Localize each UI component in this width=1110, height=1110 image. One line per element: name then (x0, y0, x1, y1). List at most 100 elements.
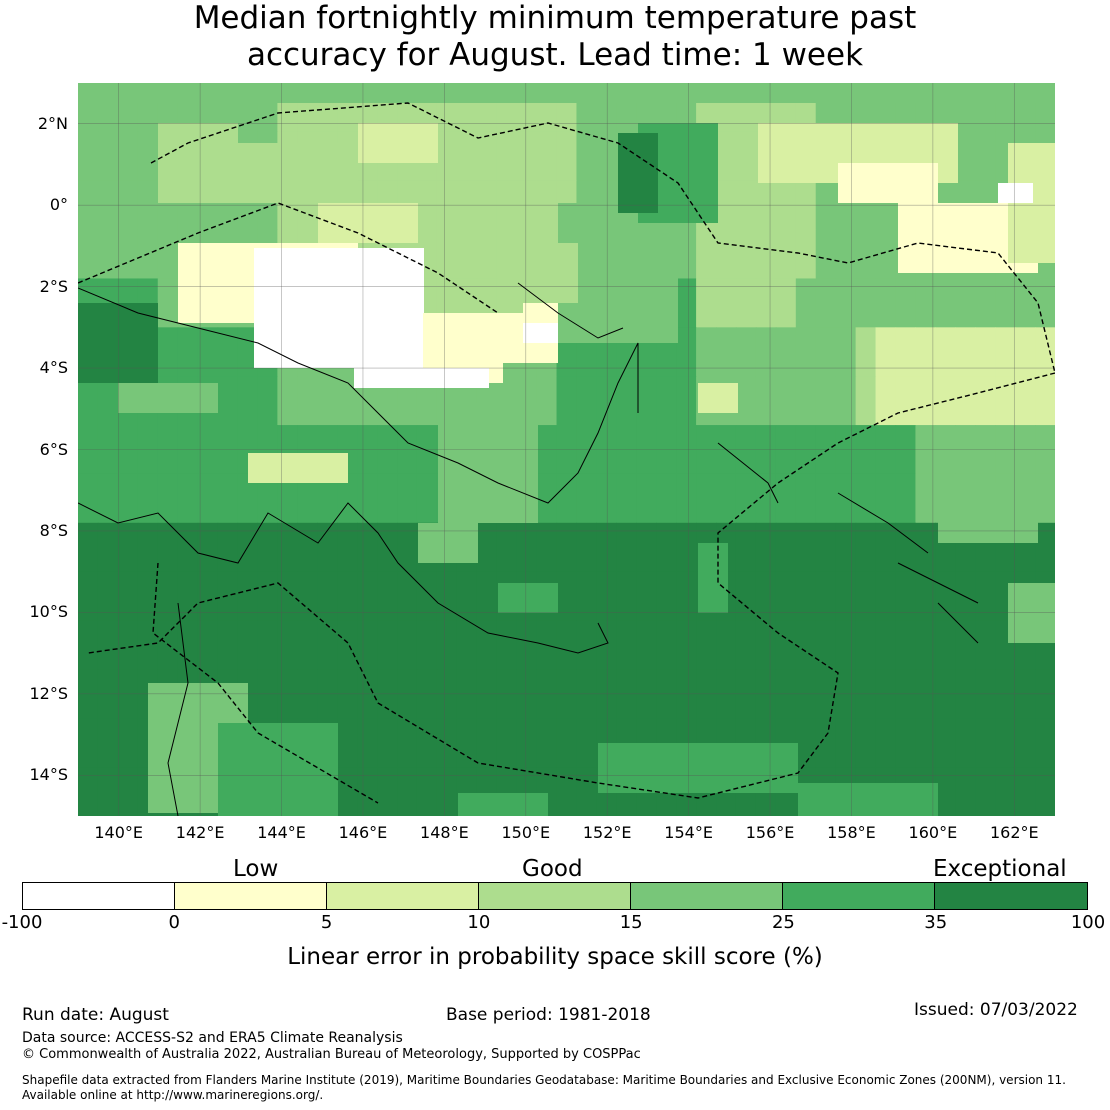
skill-cell (357, 473, 378, 524)
run-date: Run date: August (22, 1005, 169, 1025)
skill-cell (97, 669, 119, 719)
skill-cell (735, 376, 757, 426)
skill-cell (855, 620, 877, 670)
skill-cell (416, 620, 438, 670)
skill-cell (397, 473, 418, 524)
skill-cell (556, 376, 578, 426)
skill-cell (895, 669, 917, 719)
skill-cell (217, 620, 239, 670)
skill-cell (735, 131, 757, 182)
skill-cell (576, 718, 598, 768)
skill-cell (78, 620, 99, 670)
longitude-tick-label: 156°E (745, 823, 795, 842)
colorbar-tick-label: 10 (467, 912, 491, 933)
skill-cell (955, 425, 976, 475)
skill-cell (1015, 278, 1036, 328)
skill-cell (855, 718, 877, 768)
data-source: Data source: ACCESS-S2 and ERA5 Climate … (22, 1030, 403, 1046)
skill-cell (476, 229, 498, 280)
skill-cell (815, 620, 837, 670)
skill-cell (875, 669, 897, 719)
skill-cell (955, 327, 976, 377)
latitude-tick-label: 4°S (39, 358, 68, 378)
skill-cell (755, 669, 777, 719)
shapefile-credit-line-1: Shapefile data extracted from Flanders M… (22, 1073, 1066, 1087)
skill-cell (955, 278, 976, 328)
skill-cell (915, 376, 936, 426)
skill-cell (277, 669, 298, 719)
skill-cell (117, 571, 139, 622)
skill-cell (696, 327, 717, 377)
skill-cell (795, 473, 817, 524)
skill-cell (1035, 767, 1055, 816)
skill-cell (1035, 376, 1055, 426)
skill-cell (716, 131, 737, 182)
colorbar-header-good: Good (522, 856, 583, 882)
skill-cell (735, 425, 757, 475)
skill-cell (915, 522, 936, 573)
colorbar-header-low: Low (233, 856, 279, 882)
skill-cell (755, 620, 777, 670)
skill-cell (636, 425, 657, 475)
skill-cell (197, 571, 219, 622)
skill-cell (456, 571, 478, 622)
skill-cell (416, 376, 438, 426)
skill-cell (97, 620, 119, 670)
skill-cell (935, 620, 956, 670)
skill-cell (815, 376, 837, 426)
skill-cell (656, 620, 677, 670)
skill-cell (536, 376, 558, 426)
skill-cell (117, 620, 139, 670)
skill-cell (436, 669, 458, 719)
skill-cell (357, 571, 378, 622)
skill-cell (875, 620, 897, 670)
skill-cell (995, 718, 1016, 768)
skill-cell (476, 131, 498, 182)
skill-cell (935, 767, 956, 816)
skill-cell (576, 522, 598, 573)
skill-detail-cells (78, 83, 1055, 816)
skill-cell (377, 767, 398, 816)
copyright-notice: © Commonwealth of Australia 2022, Austra… (22, 1047, 641, 1062)
skill-cell (357, 718, 378, 768)
skill-cell (1035, 718, 1055, 768)
skill-cell (656, 425, 677, 475)
skill-cell (1035, 473, 1055, 524)
skill-cell (257, 620, 278, 670)
skill-cell (157, 571, 179, 622)
skill-cell (78, 767, 99, 816)
skill-cell (1015, 767, 1036, 816)
skill-cell (596, 425, 617, 475)
skill-cell (935, 718, 956, 768)
skill-cell (197, 473, 219, 524)
skill-cell (815, 229, 837, 280)
skill-cell (935, 425, 956, 475)
skill-cell (975, 718, 996, 768)
skill-cell (676, 425, 697, 475)
skill-cell (476, 571, 498, 622)
skill-cell (436, 229, 458, 280)
skill-cell (616, 376, 637, 426)
skill-cell (696, 278, 717, 328)
colorbar-segment (631, 883, 783, 909)
skill-cell (596, 131, 617, 182)
colorbar-tick-label: 15 (619, 912, 643, 933)
skill-cell (1035, 669, 1055, 719)
skill-cell (137, 425, 159, 475)
skill-cell (357, 425, 378, 475)
skill-cell (536, 131, 558, 182)
skill-cell (795, 376, 817, 426)
skill-cell (476, 522, 498, 573)
skill-cell (97, 522, 119, 573)
skill-cell (177, 571, 199, 622)
skill-cell (416, 669, 438, 719)
skill-cell (915, 473, 936, 524)
skill-cell (855, 571, 877, 622)
skill-cell (656, 376, 677, 426)
skill-cell (277, 376, 298, 426)
skill-cell (815, 473, 837, 524)
skill-cell (357, 522, 378, 573)
skill-cell (596, 669, 617, 719)
skill-cell (716, 669, 737, 719)
skill-cell (556, 473, 578, 524)
